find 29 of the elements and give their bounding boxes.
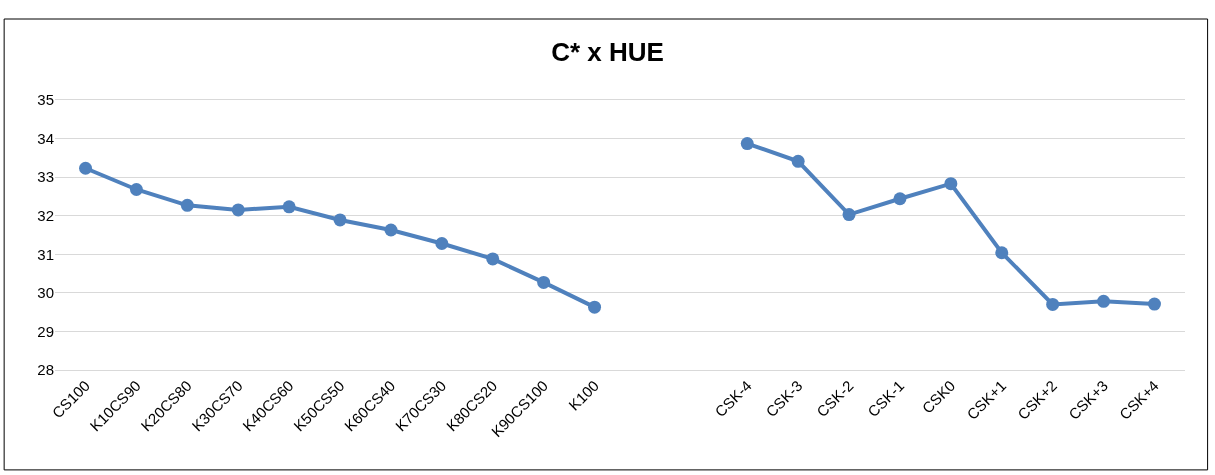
point xyxy=(333,213,347,227)
point xyxy=(282,200,296,214)
point xyxy=(740,137,754,151)
y-tick-label: 28 xyxy=(37,361,54,379)
point xyxy=(588,300,602,314)
point xyxy=(1147,297,1161,311)
y-tick-label: 34 xyxy=(37,129,54,147)
y-tick-label: 31 xyxy=(37,245,54,263)
y-tick-label: 33 xyxy=(37,168,54,186)
point xyxy=(180,198,194,212)
point xyxy=(129,182,143,196)
point xyxy=(231,203,245,217)
point xyxy=(791,154,805,168)
y-tick-label: 29 xyxy=(37,322,54,340)
point xyxy=(79,161,93,175)
y-tick-label: 30 xyxy=(37,284,54,302)
point xyxy=(842,208,856,222)
point xyxy=(435,236,449,250)
point xyxy=(995,246,1009,260)
point xyxy=(1046,297,1060,311)
point xyxy=(537,275,551,289)
point xyxy=(384,223,398,237)
point xyxy=(486,252,500,266)
point xyxy=(893,192,907,206)
chart-title: C* x HUE xyxy=(551,36,664,67)
point xyxy=(1097,294,1111,308)
y-tick-label: 35 xyxy=(37,91,54,109)
point xyxy=(944,177,958,191)
y-tick-label: 32 xyxy=(37,206,54,224)
